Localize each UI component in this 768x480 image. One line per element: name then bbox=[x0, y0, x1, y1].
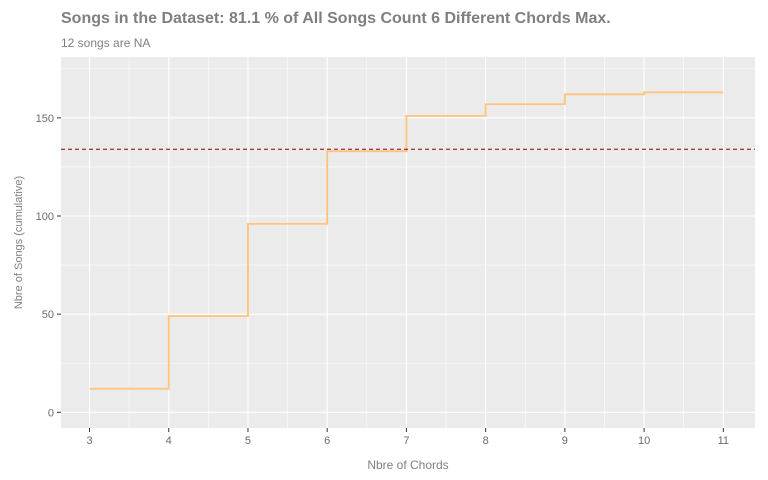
x-tick-label: 11 bbox=[718, 435, 729, 447]
y-tick-label: 0 bbox=[48, 407, 54, 419]
chart-subtitle: 12 songs are NA bbox=[61, 36, 151, 50]
plot-panel bbox=[61, 57, 755, 428]
x-tick-label: 5 bbox=[245, 435, 251, 447]
x-tick-label: 3 bbox=[86, 435, 92, 447]
y-tick-label: 50 bbox=[42, 309, 54, 321]
x-tick-label: 9 bbox=[562, 435, 568, 447]
y-tick-label: 150 bbox=[36, 113, 54, 125]
minor-gridlines bbox=[61, 57, 755, 428]
x-tick-label: 7 bbox=[403, 435, 409, 447]
y-axis-ticks: 0 50 100 150 bbox=[36, 113, 61, 419]
major-gridlines bbox=[61, 57, 755, 428]
x-axis-label: Nbre of Chords bbox=[367, 458, 448, 472]
y-tick-label: 100 bbox=[36, 211, 54, 223]
cumulative-step-line bbox=[89, 91, 724, 390]
x-tick-label: 6 bbox=[324, 435, 330, 447]
x-axis-ticks: 3 4 5 6 7 8 9 10 11 bbox=[86, 428, 729, 447]
x-tick-label: 4 bbox=[166, 435, 172, 447]
x-tick-label: 8 bbox=[483, 435, 489, 447]
chart-title: Songs in the Dataset: 81.1 % of All Song… bbox=[61, 10, 611, 27]
x-tick-label: 10 bbox=[638, 435, 650, 447]
y-axis-label: Nbre of Songs (cumulative) bbox=[13, 176, 25, 309]
